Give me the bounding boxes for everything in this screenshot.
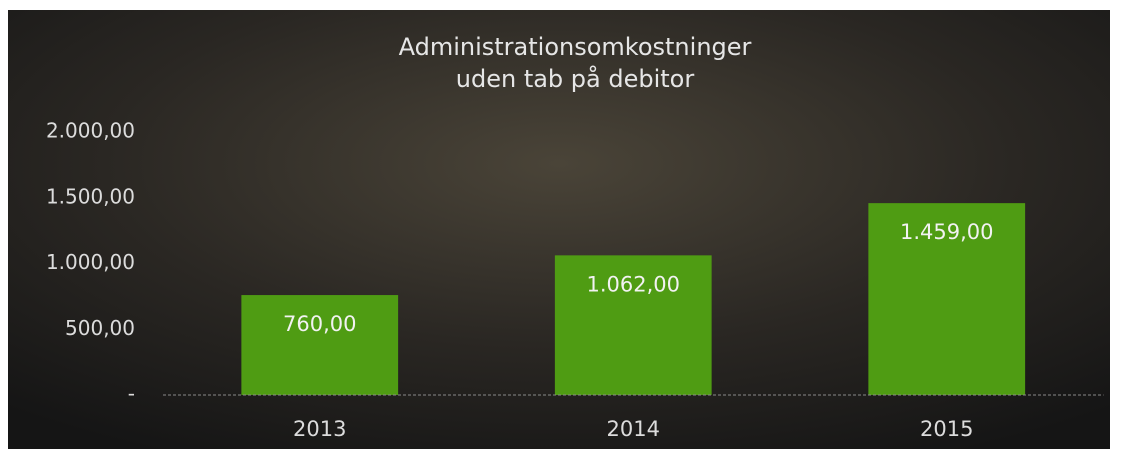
bar [241,295,399,395]
y-tick-label: 1.500,00 [46,184,135,208]
value-label: 1.062,00 [586,272,680,296]
x-tick-label: 2013 [293,417,346,441]
y-tick-label: - [128,382,135,406]
value-label: 1.459,00 [900,220,994,244]
x-tick-label: 2015 [920,417,973,441]
chart-title: Administrationsomkostninger [399,33,752,61]
value-label: 760,00 [283,312,356,336]
bar [554,255,712,395]
y-tick-label: 500,00 [65,316,135,340]
chart-title: uden tab på debitor [456,64,695,93]
y-tick-label: 2.000,00 [46,119,135,143]
bar [868,203,1026,395]
x-tick-label: 2014 [607,417,660,441]
y-tick-label: 1.000,00 [46,250,135,274]
